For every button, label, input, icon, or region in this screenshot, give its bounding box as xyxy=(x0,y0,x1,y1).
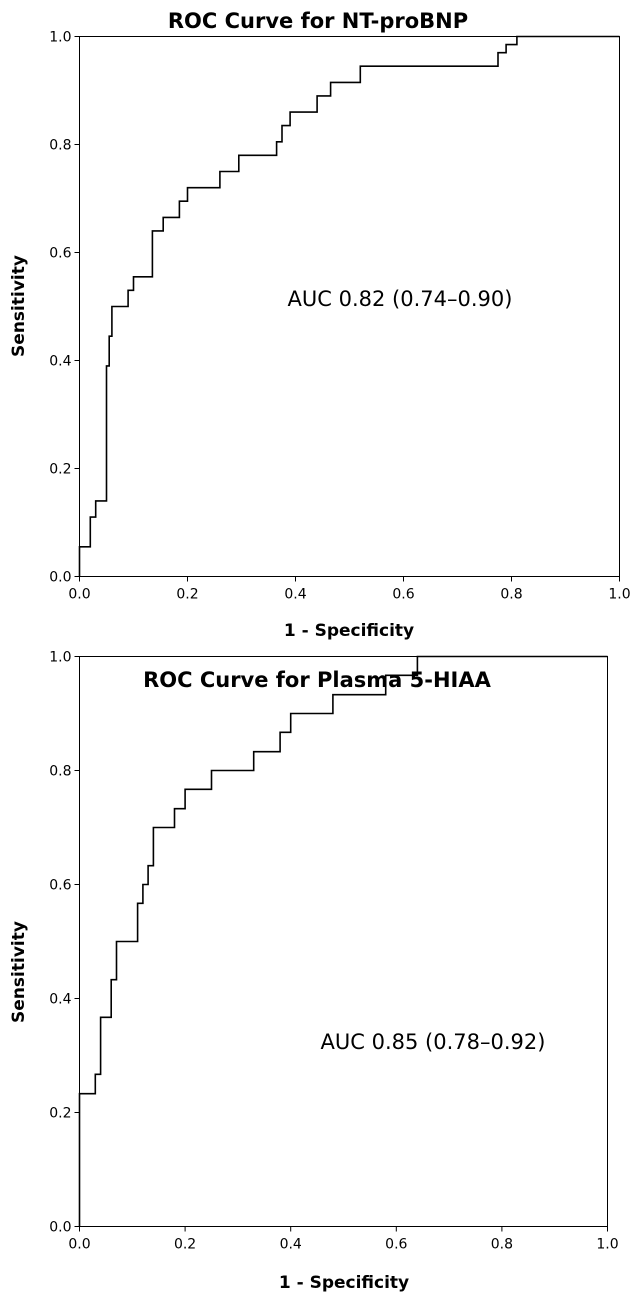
x-tick-label: 0.0 xyxy=(68,1237,90,1253)
roc-chart-plasma-5-hiaa-svg: ROC Curve for Plasma 5-HIAA 0.0 0.2 0.4 0.6… xyxy=(9,650,619,1293)
roc-chart-nt-probnp: ROC Curve for NT-proBNP 0.0 0.2 0.4 0.6 0.8 1… xyxy=(9,9,631,641)
y-tick-label: 0.6 xyxy=(49,878,71,894)
y-tick-label: 0.2 xyxy=(49,462,71,478)
x-tick-label: 0.8 xyxy=(491,1237,513,1253)
x-tick-label: 1.0 xyxy=(608,587,630,603)
y-ticks: 0.0 0.2 0.4 0.6 0.8 1.0 xyxy=(49,30,80,586)
roc-chart-plasma-5-hiaa: ROC Curve for Plasma 5-HIAA 0.0 0.2 0.4 0.6… xyxy=(0,650,634,1300)
x-tick-label: 0.2 xyxy=(176,587,198,603)
y-tick-label: 1.0 xyxy=(49,650,71,666)
roc-curve-line xyxy=(78,35,620,577)
y-tick-label: 0.6 xyxy=(49,246,71,262)
x-tick-label: 0.0 xyxy=(68,587,90,603)
chart-title: ROC Curve for NT-proBNP xyxy=(168,9,468,33)
x-tick-label: 0.8 xyxy=(500,587,522,603)
y-tick-label: 0.4 xyxy=(49,354,71,370)
auc-annotation: AUC 0.85 (0.78–0.92) xyxy=(321,1030,546,1054)
x-tick-label: 0.6 xyxy=(385,1237,407,1253)
y-tick-label: 0.4 xyxy=(49,992,71,1008)
y-tick-label: 0.0 xyxy=(49,1220,71,1236)
x-axis-label: 1 - Specificity xyxy=(284,621,414,641)
y-axis-label: Sensitivity xyxy=(9,921,29,1023)
y-tick-label: 0.8 xyxy=(49,138,71,154)
x-tick-label: 0.4 xyxy=(280,1237,302,1253)
y-tick-label: 0.0 xyxy=(49,570,71,586)
y-axis-label: Sensitivity xyxy=(9,255,29,357)
y-tick-label: 0.2 xyxy=(49,1106,71,1122)
plot-frame xyxy=(79,36,620,577)
y-ticks: 0.0 0.2 0.4 0.6 0.8 1.0 xyxy=(49,650,80,1236)
x-ticks: 0.0 0.2 0.4 0.6 0.8 1.0 xyxy=(68,576,631,603)
x-tick-label: 0.2 xyxy=(174,1237,196,1253)
chart-title: ROC Curve for Plasma 5-HIAA xyxy=(143,668,492,692)
y-tick-label: 1.0 xyxy=(49,30,71,46)
x-tick-label: 1.0 xyxy=(596,1237,618,1253)
y-tick-label: 0.8 xyxy=(49,764,71,780)
x-tick-label: 0.4 xyxy=(284,587,306,603)
roc-curve-line xyxy=(78,655,608,1227)
plot-frame xyxy=(79,656,608,1227)
x-tick-label: 0.6 xyxy=(392,587,414,603)
x-ticks: 0.0 0.2 0.4 0.6 0.8 1.0 xyxy=(68,1226,619,1253)
auc-annotation: AUC 0.82 (0.74–0.90) xyxy=(288,287,513,311)
roc-chart-nt-probnp-svg: ROC Curve for NT-proBNP 0.0 0.2 0.4 0.6 0.8 1… xyxy=(9,9,631,641)
x-axis-label: 1 - Specificity xyxy=(279,1273,409,1293)
